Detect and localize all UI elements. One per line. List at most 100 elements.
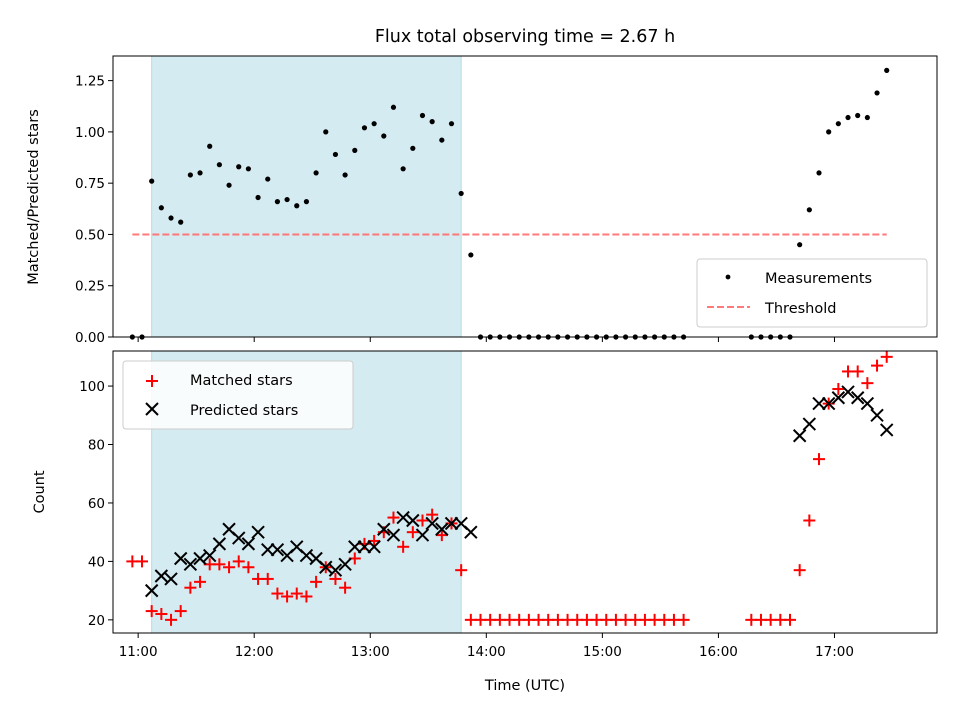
measurement-point [797,242,803,248]
matched-star-point [339,581,352,594]
bottom-axes-frame [112,350,938,634]
top-y-tick-label: 1.00 [75,125,105,141]
predicted-star-stroke-b [328,563,343,577]
measurement-point [323,129,329,135]
matched-star-point [793,564,806,577]
predicted-star-stroke-b [870,408,884,422]
predicted-star-stroke-b [261,543,275,557]
matched-star-point [851,365,864,378]
measurement-point [332,151,339,158]
predicted-star-stroke-b [841,385,855,399]
measurement-point [381,133,387,139]
predicted-star-stroke-b [435,522,449,536]
x-tick-label: 17:00 [815,644,854,660]
predicted-star-point [821,396,836,411]
predicted-star-stroke-b [309,551,323,566]
matched-star-point [136,555,149,568]
predicted-star-stroke-b [396,510,410,525]
predicted-star-stroke-b [831,391,846,405]
predicted-star-point [870,408,884,422]
matched-star-point [813,453,826,466]
matched-star-point [155,608,168,621]
measurement-point [294,203,300,209]
predicted-star-stroke-b [164,572,178,586]
matched-star-point [271,587,284,600]
predicted-star-stroke-b [464,525,478,539]
bottom-y-tick-label: 60 [88,496,105,512]
predicted-star-stroke-b [812,396,826,411]
matched-star-point [329,572,342,585]
measurement-point [178,219,184,225]
top-x-ticks [137,337,835,342]
top-y-axis: 0.00 0.25 0.50 0.75 1.00 1.25 [75,74,113,346]
predicted-star-stroke-b [222,522,236,536]
predicted-star-stroke-b [232,531,246,545]
legend-predicted-label: Predicted stars [190,403,298,419]
matched-star-point [213,558,226,571]
matched-star-point [435,529,448,542]
matched-star-point [783,613,796,626]
measurement-point [468,252,474,258]
bottom-y-tick-label: 40 [88,554,105,570]
x-tick-label: 16:00 [699,644,738,660]
predicted-star-point [299,548,314,563]
bottom-legend-box [122,360,354,430]
measurement-point [874,90,880,96]
predicted-star-point [792,429,807,443]
top-axes-frame [112,55,938,338]
predicted-star-stroke-b [319,560,333,574]
measurement-point [826,129,832,135]
bottom-panel: 20 40 60 80 100 11:00 12:00 13:00 14:00 15:00 16:… [32,350,938,694]
predicted-star-point [396,510,410,525]
measurement-point [419,112,426,119]
matched-star-point [397,540,410,553]
matched-star-point [416,514,429,527]
predicted-star-stroke-b [377,522,391,536]
x-axis-label: Time (UTC) [484,678,565,694]
predicted-star-point [425,516,439,531]
predicted-star-point [415,528,430,542]
measurement-point [884,67,890,73]
measurement-point [236,164,242,170]
x-tick-label: 15:00 [583,644,622,660]
measurement-point [855,112,861,119]
predicted-star-stroke-b [348,540,362,554]
predicted-star-point [357,540,372,554]
legend-measurements-label: Measurements [765,271,872,287]
predicted-star-stroke-b [299,548,314,563]
measurement-point [187,172,193,178]
predicted-star-point [444,516,459,531]
predicted-star-stroke-b [338,557,352,572]
top-y-tick-label: 0.00 [75,330,105,346]
predicted-star-point [193,551,207,566]
bottom-y-axis-label: Count [32,470,48,513]
measurement-point [816,170,822,176]
predicted-star-point [406,513,420,528]
predicted-star-point [841,385,855,399]
predicted-star-stroke-b [444,516,459,531]
predicted-star-point [251,525,265,539]
predicted-star-stroke-b [212,537,227,551]
predicted-star-point [154,569,169,583]
matched-stars-points [126,350,893,626]
measurement-point [255,194,261,201]
measurement-point [197,170,203,176]
predicted-star-stroke-b [802,417,817,431]
predicted-star-point [164,572,178,586]
predicted-star-stroke-b [792,429,807,443]
matched-star-point [232,555,245,568]
matched-star-point [281,590,294,603]
predicted-star-point [850,391,865,405]
measurement-point [313,170,319,176]
top-legend-box [696,258,928,328]
top-y-tick-label: 0.50 [75,227,105,243]
bottom-x-axis: 11:00 12:00 13:00 14:00 15:00 16:00 17:00 [119,633,854,660]
measurement-point [352,147,358,153]
predicted-star-point [144,583,159,598]
predicted-star-point [464,525,478,539]
top-y-tick-label: 0.75 [75,176,105,192]
legend-matched-label: Matched stars [190,373,293,389]
measurement-point [864,114,870,121]
x-tick-label: 14:00 [467,644,506,660]
